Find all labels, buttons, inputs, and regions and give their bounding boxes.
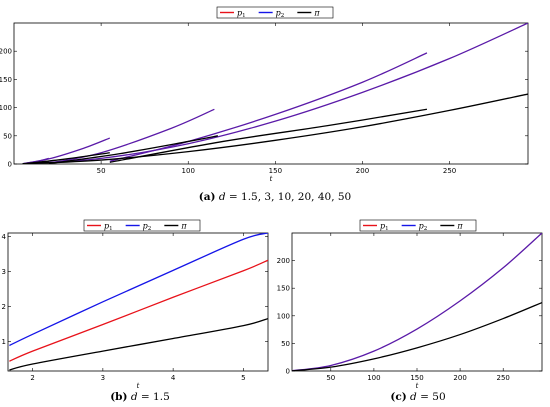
x-tick-label-a-4: 250 <box>443 167 456 175</box>
x-tick-label-a-2: 150 <box>269 167 282 175</box>
y-tick-label-c-1: 50 <box>281 340 290 348</box>
y-tick-label-b-0: 1 <box>2 338 6 346</box>
caption-a-label: (a) <box>199 191 216 203</box>
legend-label-p1-b: p1 <box>104 221 113 232</box>
y-tick-label-a-1: 50 <box>3 132 12 140</box>
caption-c-rest: = 50 <box>420 391 446 403</box>
series-line-a-7 <box>48 135 218 164</box>
series-line-a-1 <box>22 137 111 164</box>
legend-box-b <box>83 219 201 232</box>
legend-label-p2-c: p2 <box>419 221 428 232</box>
legend-b: p1 p2 π <box>83 219 201 232</box>
panel-a: 50 100 150 200 250 0 50 100 150 200 t p1 p2 π <box>0 6 529 183</box>
x-tick-label-c-1: 100 <box>367 374 380 382</box>
plot-frame-a <box>13 22 529 165</box>
series-line-a-8 <box>109 108 428 163</box>
caption-b-label: (b) <box>110 391 127 403</box>
series-line-a-9 <box>22 93 528 164</box>
legend-box-a <box>216 6 334 19</box>
y-tick-label-a-2: 100 <box>0 104 12 112</box>
caption-c-label: (c) <box>390 391 406 403</box>
x-tick-label-a-1: 100 <box>182 167 195 175</box>
y-tick-label-c-0: 0 <box>286 368 290 376</box>
caption-a-var: d <box>219 191 226 203</box>
legend-c: p1 p2 π <box>359 219 477 232</box>
plot-frame-b <box>7 232 269 372</box>
x-axis-label-a: t <box>270 175 273 183</box>
caption-c-var: d <box>410 391 417 403</box>
legend-label-p1-c: p1 <box>380 221 389 232</box>
x-tick-label-b-2: 4 <box>171 374 176 382</box>
x-tick-label-b-3: 5 <box>241 374 245 382</box>
legend-label-p2-b: p2 <box>143 221 152 232</box>
y-tick-label-b-3: 4 <box>2 233 7 241</box>
legend-label-pi-c: π <box>456 221 463 230</box>
x-tick-label-b-1: 3 <box>101 374 105 382</box>
caption-a: (a) d = 1.5, 3, 10, 20, 40, 50 <box>199 191 352 203</box>
caption-a-rest: = 1.5, 3, 10, 20, 40, 50 <box>229 191 351 203</box>
x-tick-label-a-0: 50 <box>97 167 106 175</box>
legend-box-c <box>359 219 477 232</box>
series-line-b-1 <box>9 233 268 347</box>
series-line-a-3 <box>109 52 428 162</box>
y-tick-label-a-3: 150 <box>0 76 12 84</box>
x-tick-label-c-0: 50 <box>326 374 335 382</box>
legend-label-p1-a: p1 <box>237 8 246 19</box>
series-line-a-4 <box>22 23 528 164</box>
plot-frame-c <box>291 232 543 372</box>
y-tick-label-b-2: 3 <box>2 268 6 276</box>
x-axis-label-c: t <box>416 382 419 390</box>
series-line-b-0 <box>9 259 268 362</box>
y-tick-label-c-2: 100 <box>277 312 290 320</box>
x-tick-label-c-2: 150 <box>410 374 423 382</box>
x-tick-label-c-3: 200 <box>453 374 466 382</box>
series-line-b-2 <box>9 317 268 371</box>
series-line-a-2 <box>48 108 215 164</box>
x-tick-label-c-4: 250 <box>497 374 510 382</box>
y-tick-label-c-3: 150 <box>277 285 290 293</box>
legend-label-pi-a: π <box>313 8 320 17</box>
x-tick-label-a-3: 200 <box>356 167 369 175</box>
x-axis-label-b: t <box>137 382 140 390</box>
panel-c: 50 100 150 200 250 0 50 100 150 200 t p1 p2 π <box>277 219 543 390</box>
panel-b: 2 3 4 5 1 2 3 4 t p1 p2 π <box>2 219 269 390</box>
x-tick-label-b-0: 2 <box>30 374 34 382</box>
y-tick-label-a-4: 200 <box>0 48 12 56</box>
legend-label-pi-b: π <box>180 221 187 230</box>
caption-c: (c) d = 50 <box>390 391 445 403</box>
legend-a: p1 p2 π <box>216 6 334 19</box>
series-line-c-0 <box>292 233 542 371</box>
caption-b-rest: = 1.5 <box>141 391 170 403</box>
caption-b-var: d <box>131 391 138 403</box>
series-line-c-1 <box>292 301 542 371</box>
y-tick-label-b-1: 2 <box>2 303 6 311</box>
legend-label-p2-a: p2 <box>276 8 285 19</box>
y-tick-label-c-4: 200 <box>277 257 290 265</box>
caption-b: (b) d = 1.5 <box>110 391 170 403</box>
y-tick-label-a-0: 0 <box>8 161 12 169</box>
